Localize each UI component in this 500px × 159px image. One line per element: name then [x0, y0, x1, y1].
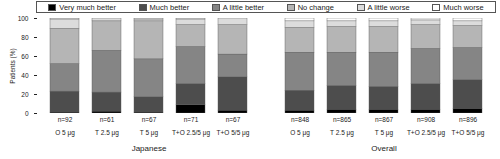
svg-text:20: 20 — [21, 91, 29, 98]
svg-text:n=92: n=92 — [58, 116, 73, 123]
svg-text:Patients (%): Patients (%) — [9, 48, 17, 83]
svg-text:60: 60 — [21, 53, 29, 60]
svg-text:80: 80 — [21, 34, 29, 41]
svg-text:40: 40 — [21, 72, 29, 79]
svg-text:n=848: n=848 — [291, 116, 310, 123]
svg-text:Overall: Overall — [371, 144, 397, 153]
svg-text:n=67: n=67 — [142, 116, 157, 123]
html-text:Much better: Much better — [149, 2, 190, 12]
svg-text:n=867: n=867 — [375, 116, 394, 123]
svg-text:n=908: n=908 — [417, 116, 436, 123]
html-text:Very much better: Very much better — [59, 2, 116, 12]
svg-text:n=67: n=67 — [226, 116, 241, 123]
svg-text:T+O 2.5/5 μg: T+O 2.5/5 μg — [407, 129, 446, 137]
svg-text:n=896: n=896 — [459, 116, 478, 123]
svg-text:T 2.5 μg: T 2.5 μg — [330, 129, 354, 137]
svg-text:T 5 μg: T 5 μg — [375, 129, 394, 137]
svg-text:O 5 μg: O 5 μg — [55, 129, 75, 137]
svg-text:n=71: n=71 — [184, 116, 199, 123]
html-text:No change: No change — [297, 2, 334, 12]
svg-text:0: 0 — [25, 110, 29, 117]
svg-text:n=865: n=865 — [333, 116, 352, 123]
html-text:Much worse: Much worse — [443, 2, 484, 12]
svg-text:T+O 5/5 μg: T+O 5/5 μg — [217, 129, 250, 137]
svg-text:T 2.5 μg: T 2.5 μg — [95, 129, 119, 137]
svg-text:T+O 2.5/5 μg: T+O 2.5/5 μg — [172, 129, 211, 137]
html-text:A little worse: A little worse — [367, 2, 410, 12]
svg-text:T 5 μg: T 5 μg — [140, 129, 159, 137]
html-text:A little better: A little better — [222, 2, 265, 12]
svg-text:100: 100 — [18, 15, 29, 22]
svg-text:O 5 μg: O 5 μg — [290, 129, 310, 137]
svg-text:T+O 5/5 μg: T+O 5/5 μg — [452, 129, 485, 137]
svg-text:Japanese: Japanese — [132, 144, 167, 153]
svg-text:n=61: n=61 — [100, 116, 115, 123]
